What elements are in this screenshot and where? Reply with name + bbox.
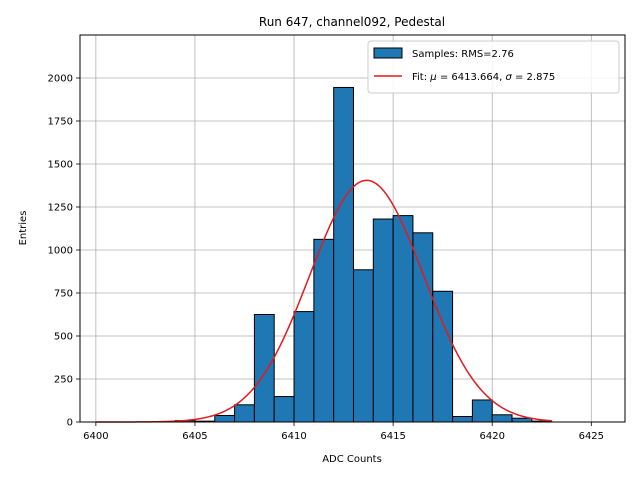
histogram-bar <box>234 404 255 423</box>
histogram-bar <box>511 417 533 423</box>
histogram-bar <box>214 414 236 423</box>
legend-label-samples: Samples: RMS=2.76 <box>412 49 514 60</box>
x-tick-label: 6425 <box>579 431 604 442</box>
histogram-bar <box>412 232 434 423</box>
y-tick-label: 1000 <box>48 246 73 257</box>
legend-fit-mu-symbol: μ <box>429 72 436 83</box>
y-axis-label: Entries <box>18 211 29 246</box>
histogram-bar <box>352 269 374 423</box>
y-tick-label: 2000 <box>48 74 73 85</box>
x-tick-label: 6420 <box>479 431 504 442</box>
histogram-bar <box>333 86 354 423</box>
y-tick-label: 0 <box>67 418 73 429</box>
y-tick-label: 1500 <box>48 160 73 171</box>
fit-curve <box>95 179 552 423</box>
legend-box <box>367 40 620 94</box>
histogram-bar <box>491 414 513 423</box>
legend-fit-sigma-symbol: σ <box>505 72 512 83</box>
x-tick-label: 6410 <box>281 431 306 442</box>
y-axis-ticks: 0 250 500 750 1000 1250 1500 1750 2000 <box>48 74 80 429</box>
x-tick-label: 6415 <box>380 431 405 442</box>
histogram-bar <box>392 215 414 423</box>
x-axis-label: ADC Counts <box>322 454 382 465</box>
histogram-bar <box>253 314 275 423</box>
y-tick-label: 1750 <box>48 117 73 128</box>
histogram-bar <box>372 218 394 423</box>
y-tick-label: 750 <box>54 289 73 300</box>
plot-frame <box>79 34 626 423</box>
x-tick-label: 6400 <box>83 431 108 442</box>
legend-swatch-samples <box>373 47 403 59</box>
legend-fit-mu-text: = 6413.664, <box>437 72 506 83</box>
histogram-bar <box>432 290 454 423</box>
legend: Samples: RMS=2.76 Fit: μ = 6413.664, σ =… <box>367 40 620 94</box>
legend-fit-prefix: Fit: <box>412 72 430 83</box>
x-tick-label: 6405 <box>182 431 207 442</box>
y-tick-label: 250 <box>54 375 73 386</box>
histogram-bar <box>452 415 473 423</box>
histogram-bar <box>313 238 335 423</box>
y-tick-label: 500 <box>54 332 73 343</box>
histogram-bar <box>273 396 295 423</box>
legend-fit-sigma-text: = 2.875 <box>512 72 555 83</box>
histogram-bar <box>293 311 315 423</box>
chart-title: Run 647, channel092, Pedestal <box>259 15 445 29</box>
x-axis-ticks: 6400 6405 6410 6415 6420 6425 <box>83 422 604 442</box>
y-tick-label: 1250 <box>48 203 73 214</box>
histogram-bar <box>471 399 493 423</box>
legend-label-fit: Fit: μ = 6413.664, σ = 2.875 <box>412 72 555 83</box>
